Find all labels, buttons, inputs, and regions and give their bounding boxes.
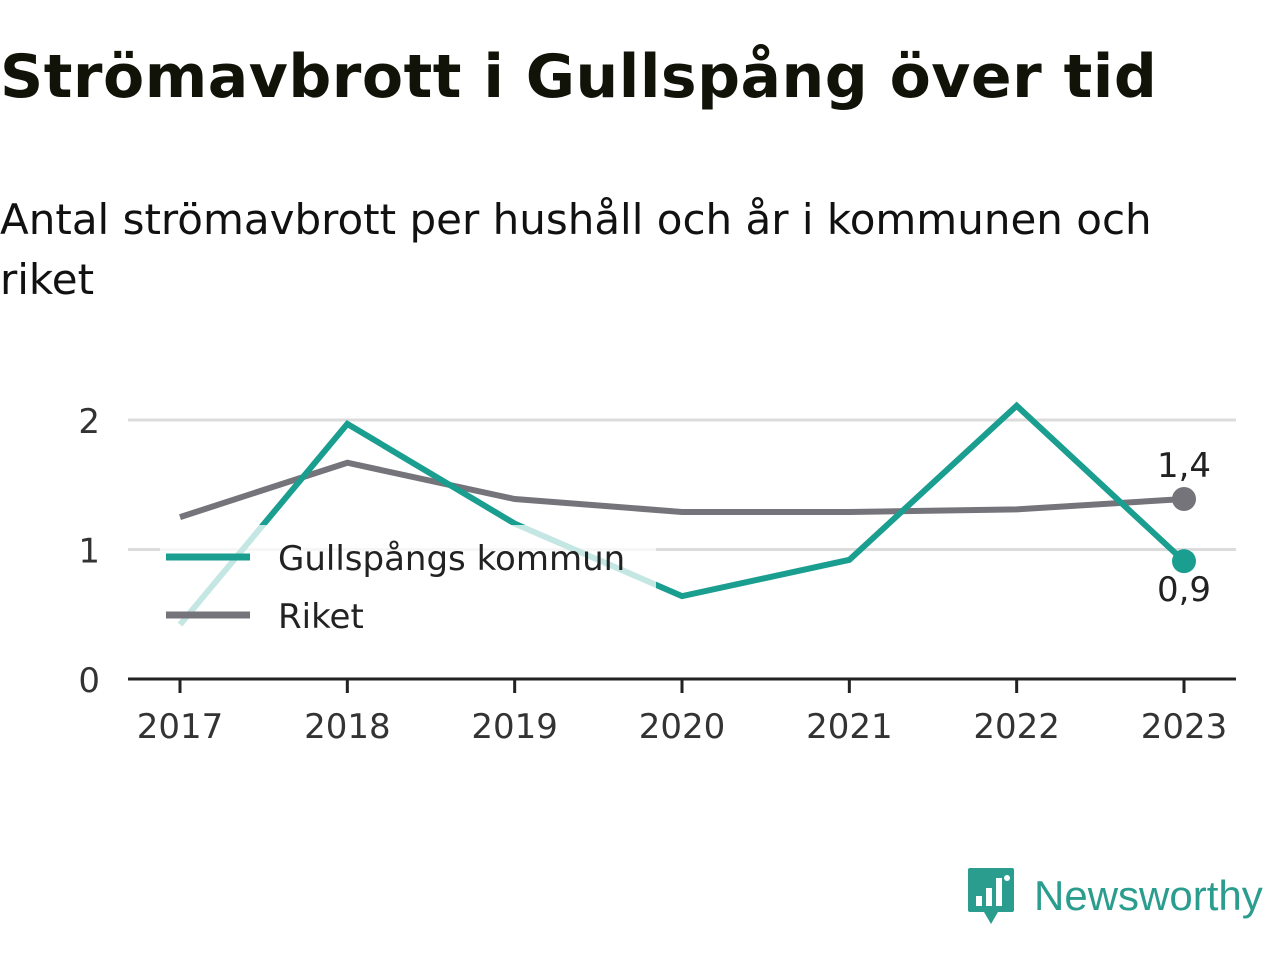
series-line	[177, 401, 1187, 627]
chart-title: Strömavbrott i Gullspång över tid	[0, 42, 1158, 112]
x-tick-label: 2017	[137, 707, 224, 747]
x-tick-label: 2023	[1141, 707, 1228, 747]
x-tick-label: 2018	[304, 707, 391, 747]
series-end-point	[1172, 549, 1196, 574]
legend: Gullspångs kommun Riket	[160, 525, 656, 643]
end-label-riket: 1,4	[1157, 446, 1211, 486]
brand-name: Newsworthy	[1034, 872, 1263, 919]
y-tick-label: 1	[78, 532, 100, 572]
series-lines	[177, 401, 1196, 627]
brand: Newsworthy	[966, 866, 1263, 926]
series-line	[179, 459, 1185, 520]
chart-subtitle: Antal strömavbrott per hushåll och år i …	[0, 195, 1152, 304]
x-axis: 2017 2018 2019 2020 2021 2022 2023	[128, 677, 1236, 747]
x-tick-label: 2021	[806, 707, 893, 747]
x-tick-label: 2022	[973, 707, 1060, 747]
legend-label: Gullspångs kommun	[278, 539, 625, 579]
y-tick-label: 2	[78, 402, 100, 442]
x-tick-label: 2020	[639, 707, 726, 747]
end-label-kommun: 0,9	[1157, 570, 1211, 610]
y-tick-labels: 0 1 2	[78, 402, 100, 701]
legend-background	[160, 525, 656, 643]
y-tick-label: 0	[78, 661, 100, 701]
end-labels: 1,4 0,9	[1157, 446, 1211, 610]
newsworthy-logo-icon	[968, 868, 1014, 924]
series-end-point	[1172, 486, 1196, 511]
x-tick-label: 2019	[471, 707, 558, 747]
legend-label: Riket	[278, 597, 364, 637]
